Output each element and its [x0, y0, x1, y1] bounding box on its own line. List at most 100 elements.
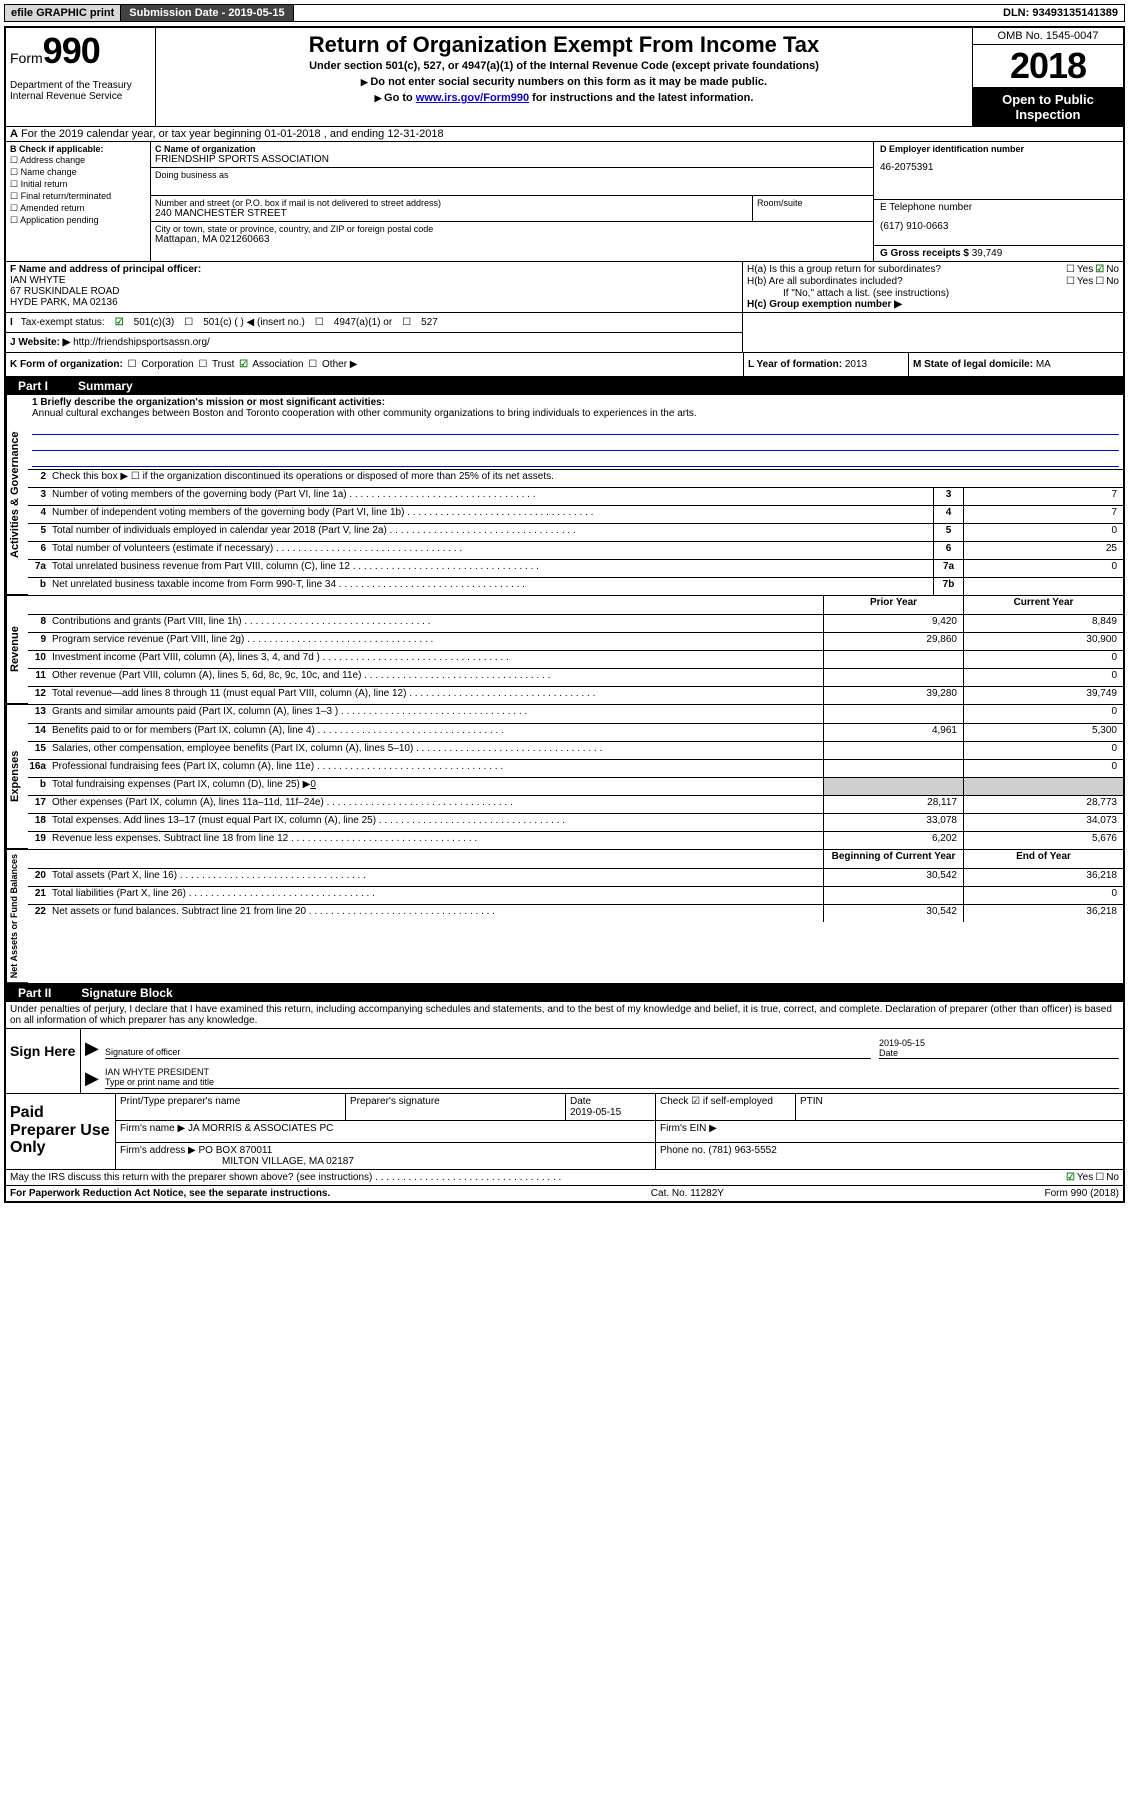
- mission-text: Annual cultural exchanges between Boston…: [32, 408, 1119, 419]
- discuss-yes[interactable]: [1064, 1172, 1077, 1183]
- l2-text: Check this box ▶ ☐ if the organization d…: [50, 470, 1123, 487]
- col-m: M State of legal domicile: MA: [908, 353, 1123, 376]
- chk-corp[interactable]: [126, 359, 139, 370]
- sig-name-row: ▶ IAN WHYTE PRESIDENTType or print name …: [81, 1063, 1123, 1093]
- p22: 30,542: [823, 905, 963, 922]
- chk-amended[interactable]: Amended return: [10, 203, 146, 214]
- footer-right: Form 990 (2018): [1045, 1188, 1119, 1199]
- chk-initial-return[interactable]: Initial return: [10, 179, 146, 190]
- sig-officer-field[interactable]: Signature of officer: [105, 1033, 871, 1059]
- chk-4947[interactable]: [313, 317, 326, 328]
- line-14: 14Benefits paid to or for members (Part …: [28, 723, 1123, 741]
- expenses-section: Expenses 13Grants and similar amounts pa…: [6, 705, 1123, 850]
- begin-year-head: Beginning of Current Year: [823, 850, 963, 868]
- section-bc: B Check if applicable: Address change Na…: [6, 142, 1123, 262]
- hb-no[interactable]: [1093, 276, 1106, 287]
- v4: 7: [963, 506, 1123, 523]
- gross-label: G Gross receipts $: [880, 248, 969, 259]
- footer-mid: Cat. No. 11282Y: [651, 1188, 724, 1199]
- line-7a: 7aTotal unrelated business revenue from …: [28, 559, 1123, 577]
- v5: 0: [963, 524, 1123, 541]
- firm-name-label: Firm's name ▶: [120, 1123, 185, 1134]
- line-8: 8Contributions and grants (Part VIII, li…: [28, 614, 1123, 632]
- no-text: No: [1106, 264, 1119, 275]
- mission-line3: [32, 453, 1119, 467]
- prep-date-cell: Date2019-05-15: [566, 1094, 656, 1120]
- line-18: 18Total expenses. Add lines 13–17 (must …: [28, 813, 1123, 831]
- chk-address-change[interactable]: Address change: [10, 155, 146, 166]
- ein-box: D Employer identification number 46-2075…: [874, 142, 1123, 200]
- col-c: C Name of organization FRIENDSHIP SPORTS…: [151, 142, 873, 261]
- v3: 7: [963, 488, 1123, 505]
- rev-header: Prior YearCurrent Year: [28, 596, 1123, 614]
- dba-box: Doing business as: [151, 168, 873, 196]
- p14: 4,961: [823, 724, 963, 741]
- line-22: 22Net assets or fund balances. Subtract …: [28, 904, 1123, 922]
- mission-line1: [32, 421, 1119, 435]
- l-value: 2013: [845, 359, 867, 370]
- addr-row: Number and street (or P.O. box if mail i…: [151, 196, 873, 222]
- l11-text: Other revenue (Part VIII, column (A), li…: [50, 669, 823, 686]
- chk-other[interactable]: [306, 359, 319, 370]
- ha-no[interactable]: [1093, 264, 1106, 275]
- ein-value: 46-2075391: [880, 162, 1117, 173]
- chk-final-return[interactable]: Final return/terminated: [10, 191, 146, 202]
- c9: 30,900: [963, 633, 1123, 650]
- chk-assoc[interactable]: [237, 359, 250, 370]
- rev-body: Prior YearCurrent Year 8Contributions an…: [28, 596, 1123, 704]
- sign-here-label: Sign Here: [6, 1029, 81, 1093]
- hb-yes[interactable]: [1064, 276, 1077, 287]
- ha-label: H(a) Is this a group return for subordin…: [747, 264, 1064, 275]
- website-label: J Website: ▶: [10, 337, 70, 348]
- line-13: 13Grants and similar amounts paid (Part …: [28, 705, 1123, 723]
- p21: [823, 887, 963, 904]
- m-value: MA: [1036, 359, 1051, 370]
- form-word: Form: [10, 50, 43, 66]
- opt-4947: 4947(a)(1) or: [334, 317, 392, 328]
- form-title: Return of Organization Exempt From Incom…: [160, 32, 968, 58]
- chk-501c[interactable]: [182, 317, 195, 328]
- chk-501c3[interactable]: [113, 317, 126, 328]
- chk-527[interactable]: [400, 317, 413, 328]
- m-label: M State of legal domicile:: [913, 359, 1033, 370]
- prep-name-cell: Print/Type preparer's name: [116, 1094, 346, 1120]
- vert-expenses: Expenses: [6, 705, 28, 849]
- vert-net-assets: Net Assets or Fund Balances: [6, 850, 28, 983]
- prep-sig-cell: Preparer's signature: [346, 1094, 566, 1120]
- sig-date-val: 2019-05-15: [879, 1038, 1119, 1048]
- discuss-no[interactable]: [1093, 1172, 1106, 1183]
- omb-number: OMB No. 1545-0047: [973, 28, 1123, 45]
- col-b-label: B Check if applicable:: [10, 144, 146, 154]
- header-right: OMB No. 1545-0047 2018 Open to Public In…: [973, 28, 1123, 126]
- line-3: 3Number of voting members of the governi…: [28, 487, 1123, 505]
- chk-application-pending[interactable]: Application pending: [10, 215, 146, 226]
- firm-name-cell: Firm's name ▶ JA MORRIS & ASSOCIATES PC: [116, 1121, 656, 1142]
- form-number: 990: [43, 30, 100, 71]
- l5-text: Total number of individuals employed in …: [50, 524, 933, 541]
- part1-title: Summary: [78, 379, 133, 393]
- prep-date-label: Date: [570, 1096, 591, 1107]
- prep-row-1: Print/Type preparer's name Preparer's si…: [116, 1094, 1123, 1121]
- ha-yes[interactable]: [1064, 264, 1077, 275]
- efile-print-button[interactable]: efile GRAPHIC print: [5, 5, 121, 21]
- gross-value: 39,749: [972, 248, 1003, 259]
- line-17: 17Other expenses (Part IX, column (A), l…: [28, 795, 1123, 813]
- row-a: A For the 2019 calendar year, or tax yea…: [6, 127, 1123, 142]
- hb-note: If "No," attach a list. (see instruction…: [747, 288, 1119, 299]
- irs-discuss-row: May the IRS discuss this return with the…: [6, 1170, 1123, 1186]
- firm-name-val: JA MORRIS & ASSOCIATES PC: [188, 1123, 333, 1134]
- irs-link[interactable]: www.irs.gov/Form990: [416, 92, 529, 104]
- sig-name-field[interactable]: IAN WHYTE PRESIDENTType or print name an…: [105, 1067, 1119, 1089]
- k-assoc: Association: [252, 359, 303, 370]
- city-label: City or town, state or province, country…: [155, 224, 869, 234]
- part2-header: Part II Signature Block: [6, 984, 1123, 1002]
- k-trust: Trust: [212, 359, 234, 370]
- chk-name-change[interactable]: Name change: [10, 167, 146, 178]
- part1-header: Part I Summary: [6, 377, 1123, 395]
- chk-trust[interactable]: [196, 359, 209, 370]
- gray-16b-c: [963, 778, 1123, 795]
- p19: 6,202: [823, 832, 963, 849]
- tel-box: E Telephone number (617) 910-0663: [874, 200, 1123, 246]
- l-label: L Year of formation:: [748, 359, 842, 370]
- footer: For Paperwork Reduction Act Notice, see …: [6, 1186, 1123, 1201]
